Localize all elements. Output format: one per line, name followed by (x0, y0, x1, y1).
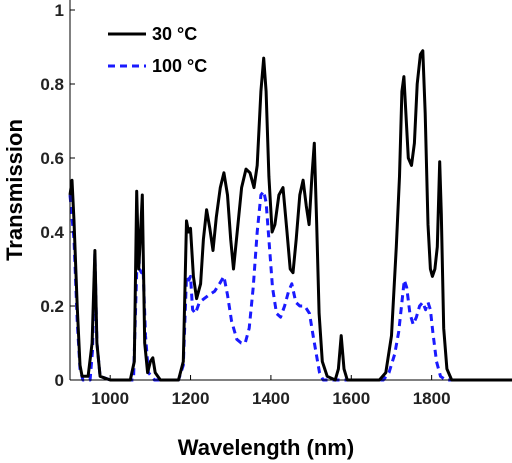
x-tick-label: 1200 (172, 389, 210, 408)
y-tick-label: 1 (55, 1, 64, 20)
axes-layer (69, 0, 512, 381)
series-line-30c (68, 49, 512, 382)
y-tick-label: 0.4 (40, 223, 64, 242)
y-tick-label: 0 (55, 371, 64, 390)
series-layer (68, 49, 512, 382)
y-tick-label: 0.6 (40, 149, 64, 168)
x-axis-title: Wavelength (nm) (178, 435, 354, 460)
x-tick-label: 1800 (413, 389, 451, 408)
x-tick-label: 1400 (252, 389, 290, 408)
y-axis-title: Transmission (2, 119, 27, 261)
x-tick-label: 1000 (91, 389, 129, 408)
legend-label-30c: 30 °C (152, 24, 197, 44)
x-tick-label: 1600 (332, 389, 370, 408)
legend-label-100c: 100 °C (152, 56, 207, 76)
y-tick-label: 0.8 (40, 75, 64, 94)
y-tick-label: 0.2 (40, 297, 64, 316)
legend: 30 °C 100 °C (108, 24, 207, 76)
ticks-layer: 1000 1200 1400 1600 1800 0 0.2 0.4 0.6 0.8 1 (40, 1, 450, 408)
